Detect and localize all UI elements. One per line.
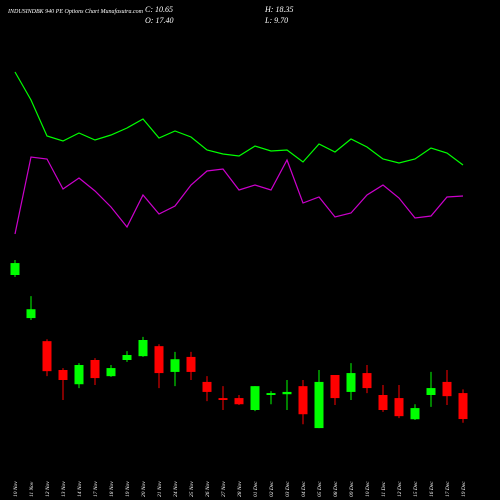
candle-body [42, 341, 52, 372]
candle-body [90, 360, 100, 379]
candle-body [74, 365, 84, 385]
candle-body [314, 381, 324, 429]
candle-body [218, 398, 228, 400]
x-tick-label: 27 Nov [221, 481, 227, 497]
x-tick-label: 12 Dec [397, 481, 403, 497]
candle-body [266, 393, 276, 395]
x-tick-label: 17 Dec [445, 481, 451, 497]
candle-body [106, 368, 116, 377]
x-tick-label: 05 Dec [317, 481, 323, 497]
candle-body [282, 391, 292, 395]
indicator-line [14, 71, 464, 166]
x-tick-label: 26 Nov [205, 481, 211, 497]
x-tick-label: 25 Nov [189, 481, 195, 497]
candle-body [442, 381, 452, 397]
ohlc-low: L: 9.70 [264, 16, 288, 25]
x-tick-label: 10 Dec [365, 481, 371, 497]
candle-body [250, 386, 260, 410]
candle-body [26, 309, 36, 319]
candle-body [394, 398, 404, 417]
candle-body [458, 393, 468, 420]
chart-title: INDUSINDBK 940 PE Options Chart Munafasu… [7, 8, 144, 15]
x-tick-label: 03 Dec [285, 481, 291, 497]
candle-body [154, 346, 164, 374]
candle-body [202, 381, 212, 392]
x-tick-label: 20 Nov [141, 481, 147, 497]
candle-body [170, 359, 180, 372]
candle-body [122, 355, 132, 360]
x-tick-label: 18 Nov [109, 481, 115, 497]
candle-body [10, 263, 20, 275]
candle-body [330, 375, 340, 399]
x-tick-label: 17 Nov [93, 481, 99, 497]
candle-body [362, 373, 372, 389]
indicator-line [14, 156, 464, 235]
x-tick-label: 01 Dec [253, 481, 259, 497]
x-tick-label: 15 Dec [413, 481, 419, 497]
candle-body [138, 340, 148, 357]
x-tick-label: 11 Dec [381, 481, 387, 497]
x-tick-label: 19 Nov [125, 481, 131, 497]
candle-body [378, 395, 388, 410]
x-tick-label: 09 Dec [349, 481, 355, 497]
ohlc-close: C: 10.65 [145, 5, 173, 14]
ohlc-high: H: 18.35 [264, 5, 293, 14]
x-tick-label: 14 Nov [76, 481, 83, 497]
candle-body [58, 370, 68, 380]
x-tick-label: 21 Nov [157, 481, 163, 497]
candle-body [298, 386, 308, 415]
candle-body [410, 408, 420, 420]
candle-body [234, 398, 244, 405]
x-tick-label: 28 Nov [237, 481, 243, 497]
candle-body [186, 356, 196, 372]
x-tick-label: 04 Dec [300, 481, 307, 497]
ohlc-open: O: 17.40 [145, 16, 173, 25]
x-tick-label: 24 Nov [172, 481, 179, 497]
x-tick-label: 08 Dec [333, 481, 339, 497]
x-tick-label: 19 Dec [461, 481, 467, 497]
x-tick-label: 12 Nov [45, 481, 51, 497]
x-tick-label: 10 Nov [13, 481, 19, 497]
x-tick-label: 02 Dec [269, 481, 275, 497]
candle-body [426, 388, 436, 395]
x-tick-label: 13 Nov [61, 481, 67, 497]
x-tick-label: 11 Nov [29, 481, 35, 497]
candle-body [346, 373, 356, 392]
x-tick-label: 16 Dec [429, 481, 435, 497]
